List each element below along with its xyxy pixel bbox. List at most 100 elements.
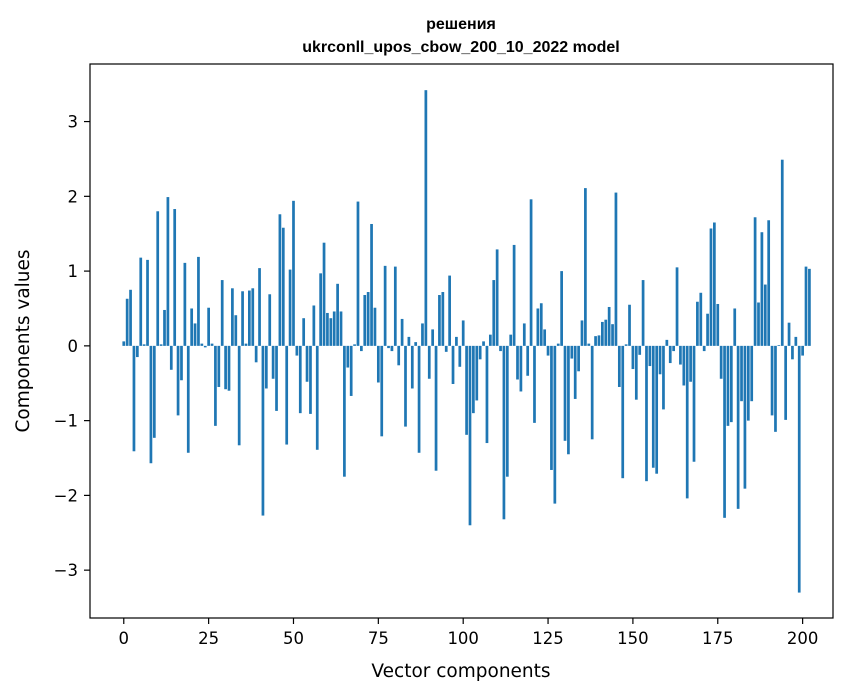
bar-component-177 — [723, 345, 726, 518]
bar-component-188 — [760, 232, 764, 346]
bar-component-84 — [407, 336, 411, 346]
bar-component-57 — [315, 345, 319, 450]
bar-component-22 — [197, 256, 200, 346]
bar-component-95 — [444, 345, 448, 352]
bar-component-36 — [244, 343, 248, 346]
x-tick-label: 25 — [198, 629, 219, 648]
bar-component-140 — [597, 335, 601, 346]
bar-component-162 — [672, 345, 675, 352]
bar-component-86 — [414, 342, 418, 346]
bar-component-35 — [241, 291, 244, 346]
bar-component-105 — [478, 345, 482, 360]
bar-component-101 — [465, 345, 468, 435]
bar-component-159 — [662, 345, 665, 410]
bar-component-192 — [774, 345, 777, 432]
bar-component-89 — [424, 90, 428, 346]
y-tick-label: −3 — [54, 561, 78, 580]
bar-component-150 — [631, 345, 635, 370]
bar-component-3 — [132, 345, 136, 452]
bar-component-127 — [553, 345, 557, 504]
bar-component-63 — [336, 283, 339, 346]
bar-component-97 — [451, 345, 455, 384]
bar-component-98 — [455, 336, 458, 346]
bar-component-32 — [231, 288, 234, 346]
bar-component-122 — [536, 308, 540, 346]
bar-component-45 — [275, 345, 278, 411]
bar-component-119 — [526, 345, 530, 376]
bar-component-76 — [380, 345, 384, 437]
bar-component-55 — [309, 345, 312, 414]
y-tick-label: 1 — [68, 262, 79, 281]
bar-component-81 — [397, 345, 401, 366]
bar-component-187 — [757, 302, 760, 346]
bar-component-54 — [305, 345, 309, 382]
bar-component-165 — [682, 345, 686, 386]
bar-component-74 — [373, 307, 377, 346]
bar-component-166 — [685, 345, 689, 499]
bar-component-141 — [601, 321, 604, 346]
plot-frame — [89, 63, 834, 619]
bar-component-30 — [224, 345, 227, 390]
x-tick-label: 150 — [617, 629, 649, 648]
bar-component-16 — [176, 345, 180, 416]
bar-component-134 — [577, 345, 580, 372]
bar-component-149 — [628, 304, 631, 346]
bar-component-65 — [343, 345, 346, 477]
chart-title-line-1: решения — [426, 16, 496, 33]
bar-component-9 — [152, 345, 156, 438]
bar-component-8 — [149, 345, 153, 464]
bar-component-137 — [587, 343, 591, 346]
y-tick-label: 0 — [68, 337, 79, 356]
bar-component-91 — [431, 329, 435, 346]
bar-component-10 — [156, 211, 160, 346]
bar-component-118 — [522, 323, 526, 346]
bar-component-189 — [763, 284, 767, 346]
y-tick-label: 3 — [68, 113, 79, 132]
bar-component-172 — [706, 313, 709, 346]
bar-component-93 — [438, 295, 441, 346]
bar-component-186 — [753, 217, 757, 346]
bar-component-12 — [163, 309, 166, 346]
bar-component-145 — [614, 192, 618, 346]
bar-component-114 — [509, 334, 513, 346]
bar-component-157 — [655, 345, 659, 474]
bar-component-151 — [634, 345, 638, 400]
bar-component-196 — [787, 322, 791, 346]
bar-component-90 — [427, 345, 431, 379]
bar-component-49 — [288, 269, 292, 346]
bar-component-34 — [237, 345, 241, 446]
x-tick-label: 100 — [447, 629, 479, 648]
bar-component-11 — [159, 344, 163, 346]
bar-component-42 — [264, 345, 268, 389]
bar-component-59 — [322, 242, 326, 346]
bar-component-170 — [699, 292, 703, 346]
bar-component-198 — [794, 336, 798, 346]
bar-component-62 — [332, 311, 336, 346]
bar-component-136 — [584, 188, 587, 346]
bar-component-139 — [594, 336, 597, 346]
x-tick-label: 0 — [119, 629, 130, 648]
bar-component-175 — [716, 303, 720, 346]
bar-component-120 — [529, 199, 533, 346]
bar-component-201 — [804, 266, 808, 346]
bar-component-197 — [791, 345, 794, 360]
bar-component-190 — [767, 220, 771, 346]
bar-component-94 — [441, 292, 445, 346]
bar-component-111 — [499, 345, 502, 352]
bar-component-156 — [651, 345, 655, 468]
x-tick-label: 200 — [787, 629, 819, 648]
bar-component-18 — [183, 262, 187, 346]
bar-component-152 — [638, 345, 642, 355]
bar-component-73 — [370, 223, 373, 346]
bar-component-164 — [679, 345, 682, 365]
bar-component-191 — [770, 345, 774, 416]
bar-component-87 — [417, 345, 421, 453]
bar-component-180 — [733, 308, 737, 346]
y-axis-ticks: −3 −2 −1 0 1 2 3 — [54, 113, 90, 580]
bar-component-70 — [360, 345, 363, 352]
y-tick-label: −2 — [54, 486, 78, 505]
bar-component-56 — [312, 305, 316, 346]
bar-component-61 — [329, 318, 333, 346]
bar-component-83 — [404, 345, 407, 427]
bar-component-179 — [729, 345, 733, 423]
